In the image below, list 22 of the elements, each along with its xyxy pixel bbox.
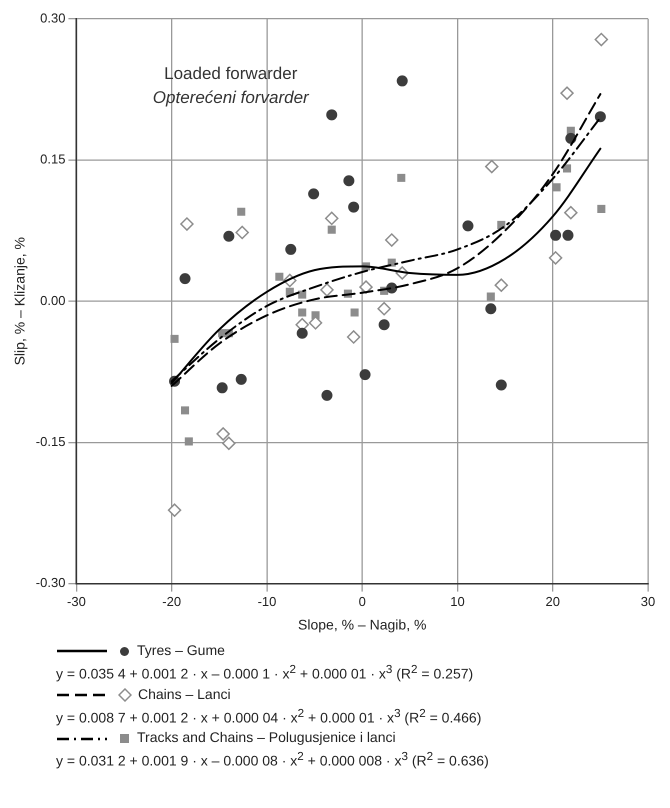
annotation: Loaded forwarder	[164, 64, 298, 83]
text: y = 0.008 7 + 0.001 2 · x + 0.000 04 · x$^{2}$ + 0.000 01 · x$^{3}$ (R$^{2}$ = 0.466)	[56, 706, 482, 728]
x-tick-label: -10	[258, 594, 276, 609]
x-tick-label: -20	[162, 594, 182, 609]
text: y = 0.031 2 + 0.001 9 · x – 0.000 08 · x$^{2}$ + 0.000 008 · x$^{3}$ (R$^{2}$ = 0.636)	[56, 749, 490, 771]
y-tick-label: 0.00	[40, 292, 66, 308]
legend-label: Tyres – Gume	[137, 642, 225, 658]
x-tick-label: -30	[67, 594, 86, 609]
y-axis-title: Slip, % – Klizanje, %	[11, 236, 28, 366]
y-tick-label: -0.30	[36, 575, 66, 590]
x-axis-title: Slope, % – Nagib, %	[298, 616, 426, 632]
x-tick-label: 20	[546, 594, 560, 609]
text: y = 0.035 4 + 0.001 2 · x – 0.000 1 · x$^{2}$ + 0.000 01 · x$^{3}$ (R$^{2}$ = 0.257)	[56, 662, 474, 684]
y-tick-label: -0.15	[36, 434, 66, 449]
x-tick-label: 10	[450, 594, 465, 609]
y-tick-label: 0.30	[40, 10, 66, 26]
annotation: Opterećeni forvarder	[152, 88, 310, 107]
legend-label: Chains – Lanci	[138, 686, 231, 702]
y-tick-label: 0.15	[40, 152, 66, 167]
legend-label: Tracks and Chains – Polugusjenice i lanci	[137, 729, 396, 746]
x-tick-label: 30	[640, 594, 656, 609]
x-tick-label: 0	[358, 594, 366, 609]
